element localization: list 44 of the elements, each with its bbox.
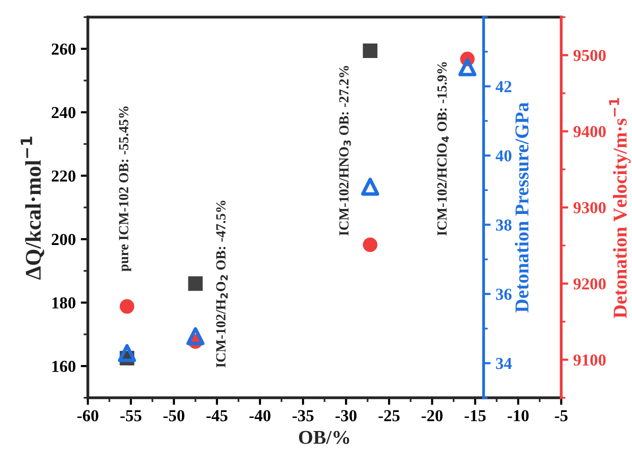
annotation: ICM-102/HClO$_{4}$ OB: -15.9% (436, 62, 449, 236)
x-tick-label: -50 (163, 410, 184, 422)
y2-axis-title: Detonation Pressure/GPa (514, 102, 529, 312)
point (361, 178, 380, 196)
x-axis-title: OB/% (299, 430, 350, 444)
y3-axis-title: Detonation Velocity/m·s$^{−1}$ (609, 98, 631, 318)
point (120, 299, 134, 314)
annotation: ICM-102/H$_{2}$O$_{2}$ OB: -47.5% (216, 200, 228, 368)
x-tick-label: -45 (206, 410, 228, 422)
y2-tick-label: 36 (496, 288, 512, 300)
y3-tick-label: 9300 (573, 202, 606, 214)
y-tick-label: 260 (52, 44, 76, 55)
x-tick-label: -5 (554, 410, 568, 422)
x-tick-label: -35 (292, 410, 314, 422)
annotation: ICM-102/HNO$_{3}$ OB: -27.2% (339, 66, 351, 236)
y-tick-label: 240 (52, 106, 76, 118)
y3-tick-label: 9100 (573, 354, 606, 366)
y3-tick-label: 9500 (573, 50, 606, 62)
y-tick-label: 160 (52, 360, 76, 372)
y2-tick-label: 40 (496, 150, 512, 162)
point (362, 43, 378, 58)
x-tick-label: -20 (422, 410, 443, 422)
x-tick-label: -55 (120, 410, 142, 422)
y2-tick-label: 34 (496, 358, 512, 370)
annotation: pure ICM-102 OB: -55.45% (118, 106, 132, 272)
point (362, 237, 378, 252)
x-tick-label: -25 (378, 410, 400, 422)
y3-tick-label: 9200 (573, 278, 606, 290)
x-tick-label: -10 (508, 410, 529, 422)
y-tick-label: 220 (52, 170, 76, 182)
x-tick-label: -30 (336, 410, 357, 422)
point (188, 276, 203, 291)
y-tick-label: 200 (52, 234, 76, 246)
y2-tick-label: 38 (496, 219, 512, 231)
x-tick-label: -60 (77, 410, 98, 422)
point (118, 344, 136, 362)
y-axis-title: ΔQ/kcal·mol$^{−1}$ (20, 136, 44, 280)
y3-tick-label: 9400 (573, 126, 606, 138)
point (458, 58, 476, 76)
point (186, 327, 204, 346)
x-tick-label: -15 (464, 410, 486, 422)
y-tick-label: 180 (52, 297, 76, 309)
y2-tick-label: 42 (496, 81, 512, 92)
x-tick-label: -40 (249, 410, 270, 422)
